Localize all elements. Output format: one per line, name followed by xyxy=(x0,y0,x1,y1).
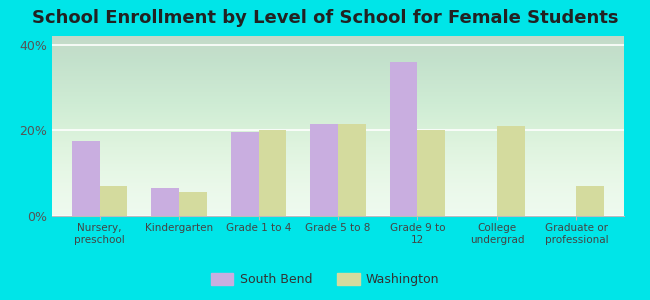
Bar xyxy=(151,188,179,216)
Bar xyxy=(338,124,366,216)
Bar xyxy=(72,141,99,216)
Bar xyxy=(417,130,445,216)
Bar xyxy=(577,186,604,216)
Bar xyxy=(231,132,259,216)
Bar xyxy=(259,130,287,216)
Legend: South Bend, Washington: South Bend, Washington xyxy=(206,268,444,291)
Bar xyxy=(310,124,338,216)
Bar xyxy=(497,126,525,216)
Text: School Enrollment by Level of School for Female Students: School Enrollment by Level of School for… xyxy=(32,9,618,27)
Bar xyxy=(179,192,207,216)
Bar xyxy=(99,186,127,216)
Bar xyxy=(389,62,417,216)
